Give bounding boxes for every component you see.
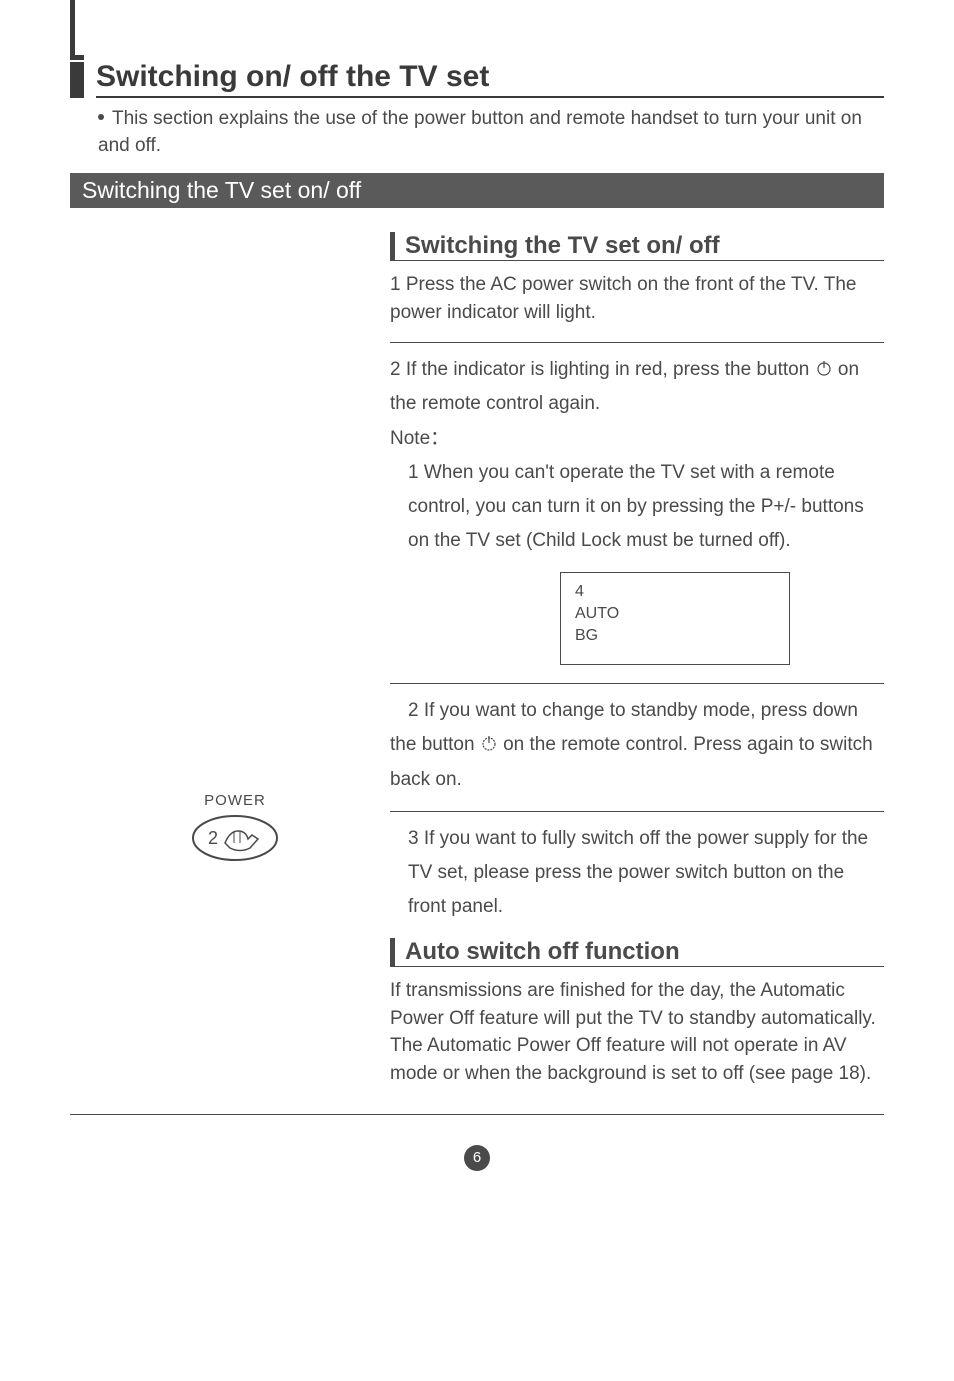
- bullet-icon: [98, 114, 104, 120]
- subheading-1-wrap: Switching the TV set on/ off: [390, 232, 884, 261]
- subheading-2-wrap: Auto switch off function: [390, 938, 884, 967]
- divider: [390, 342, 884, 343]
- manual-page: Switching on/ off the TV set This sectio…: [0, 0, 954, 1211]
- note-1: 1 When you can't operate the TV set with…: [390, 456, 884, 559]
- note-3-block: 3 If you want to fully switch off the po…: [390, 822, 884, 925]
- section-banner: Switching the TV set on/ off: [70, 173, 884, 208]
- right-column: Switching the TV set on/ off 1 Press the…: [390, 232, 884, 1103]
- note-2a: 2 If you want to change to standby mode,…: [390, 700, 873, 789]
- intro-text: This section explains the use of the pow…: [98, 108, 862, 156]
- power-icon: [815, 359, 833, 377]
- info-line-1: 4: [575, 581, 775, 603]
- hand-press-icon: 2: [190, 813, 280, 863]
- subheading-2: Auto switch off function: [405, 938, 680, 966]
- info-line-3: BG: [575, 625, 775, 647]
- left-column: POWER 2: [70, 232, 370, 1103]
- intro-paragraph: This section explains the use of the pow…: [70, 106, 884, 159]
- main-title: Switching on/ off the TV set: [96, 60, 884, 98]
- sub-bar-decoration: [390, 232, 395, 260]
- note-2-block: 2 If you want to change to standby mode,…: [390, 694, 884, 797]
- divider: [390, 811, 884, 812]
- info-line-2: AUTO: [575, 603, 775, 625]
- step-1-text: 1 Press the AC power switch on the front…: [390, 271, 884, 326]
- auto-off-text: If transmissions are finished for the da…: [390, 977, 884, 1087]
- page-number-wrap: 6: [70, 1145, 884, 1171]
- bottom-rule: [70, 1114, 884, 1115]
- page-number: 6: [464, 1145, 490, 1171]
- divider: [390, 683, 884, 684]
- power-button-illustration: POWER 2: [190, 792, 280, 868]
- corner-decoration: [70, 0, 84, 60]
- hand-number: 2: [208, 828, 218, 848]
- main-title-row: Switching on/ off the TV set: [70, 60, 884, 98]
- power-label: POWER: [190, 792, 280, 809]
- title-bar-decoration: [70, 62, 84, 98]
- sub-bar-decoration: [390, 938, 395, 966]
- info-box: 4 AUTO BG: [560, 572, 790, 665]
- note-label: Note：: [390, 428, 449, 449]
- note-3: 3 If you want to fully switch off the po…: [390, 822, 884, 925]
- subheading-1: Switching the TV set on/ off: [405, 232, 720, 260]
- content-row: POWER 2 Switching the TV set on/ off 1 P…: [70, 232, 884, 1103]
- step-2-block: 2 If the indicator is lighting in red, p…: [390, 353, 884, 558]
- power-icon: [480, 734, 498, 752]
- step-2a: 2 If the indicator is lighting in red, p…: [390, 359, 809, 380]
